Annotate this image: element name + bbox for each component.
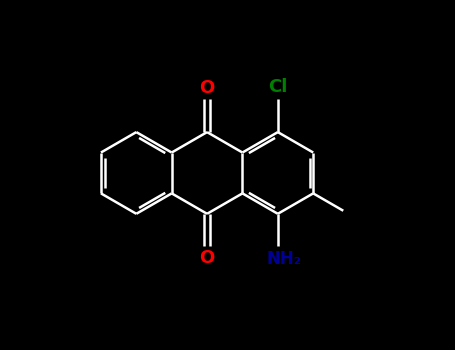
Text: O: O [199, 79, 215, 97]
Text: Cl: Cl [268, 78, 288, 96]
Text: O: O [199, 248, 215, 267]
Text: NH₂: NH₂ [267, 250, 302, 268]
